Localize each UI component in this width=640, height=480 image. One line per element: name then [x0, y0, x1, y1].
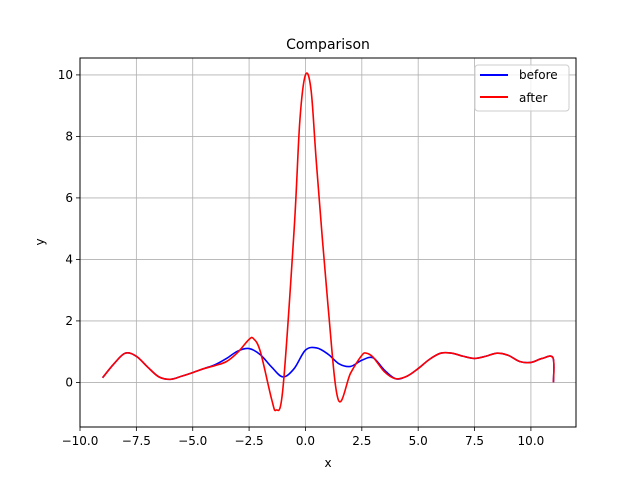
x-tick-label: −10.0 [62, 434, 99, 448]
y-tick-label: 0 [65, 375, 73, 389]
y-axis-label: y [33, 238, 47, 245]
plot-frame [79, 57, 577, 428]
grid-lines [79, 58, 576, 427]
x-tick-label: −2.5 [235, 434, 264, 448]
y-tick-label: 2 [65, 314, 73, 328]
x-tick-label: 5.0 [409, 434, 428, 448]
x-tick-label: 7.5 [465, 434, 484, 448]
y-tick-label: 8 [65, 129, 73, 143]
y-axis-ticks: 0 2 4 6 8 10 [58, 68, 80, 389]
y-tick-label: 4 [65, 252, 73, 266]
x-tick-label: −7.5 [122, 434, 151, 448]
x-tick-label: −5.0 [178, 434, 207, 448]
legend-label-after: after [519, 91, 547, 105]
chart-title: Comparison [286, 37, 370, 53]
x-tick-label: 10.0 [518, 434, 545, 448]
y-tick-label: 10 [58, 68, 73, 82]
x-axis-ticks: −10.0 −7.5 −5.0 −2.5 0.0 2.5 5.0 7.5 10.0 [62, 427, 545, 448]
legend: before after [474, 64, 570, 112]
x-tick-label: 2.5 [352, 434, 371, 448]
series-line-after [101, 72, 555, 412]
x-tick-label: 0.0 [296, 434, 315, 448]
legend-box [474, 64, 570, 112]
series-lines [101, 72, 555, 412]
legend-label-before: before [519, 68, 558, 82]
y-tick-label: 6 [65, 191, 73, 205]
x-axis-label: x [324, 456, 331, 470]
